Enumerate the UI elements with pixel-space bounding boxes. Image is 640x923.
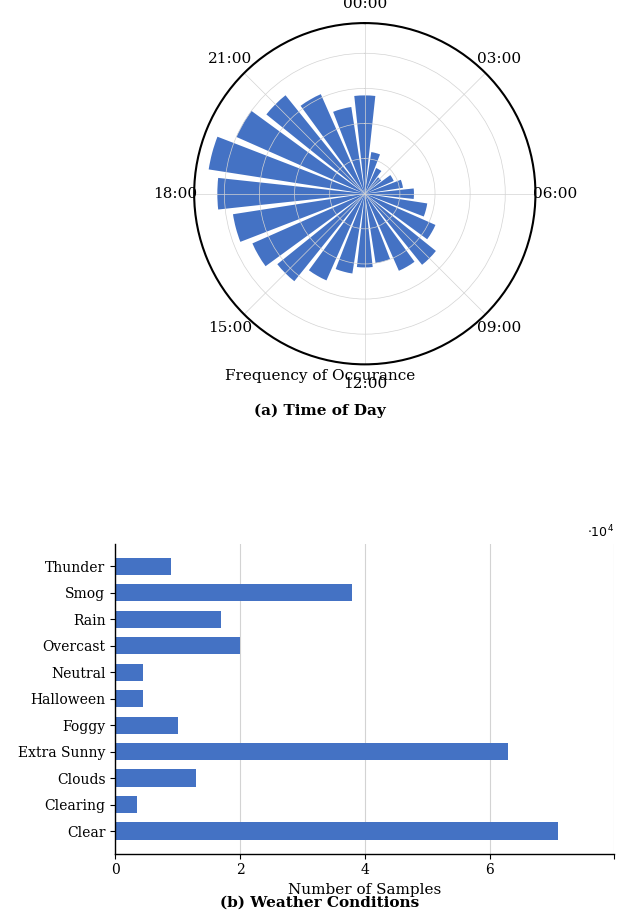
Bar	[365, 194, 415, 270]
Bar	[365, 194, 436, 265]
Bar	[115, 637, 240, 654]
Bar	[115, 690, 143, 707]
Bar	[236, 111, 365, 194]
Bar	[333, 107, 365, 194]
Bar	[355, 95, 375, 194]
Bar	[115, 557, 172, 575]
Bar	[365, 194, 435, 239]
Bar	[115, 822, 558, 840]
Bar	[335, 194, 365, 273]
Text: $\cdot10^4$: $\cdot10^4$	[588, 524, 614, 541]
Bar	[115, 584, 352, 601]
Bar	[365, 177, 381, 194]
Text: Frequency of Occurance: Frequency of Occurance	[225, 369, 415, 383]
Bar	[301, 94, 365, 194]
Bar	[115, 743, 508, 761]
Bar	[365, 168, 381, 194]
Bar	[365, 188, 414, 199]
Bar	[365, 175, 394, 194]
X-axis label: Number of Samples: Number of Samples	[288, 883, 442, 897]
Bar	[115, 796, 137, 813]
Text: (b) Weather Conditions: (b) Weather Conditions	[220, 895, 420, 909]
Bar	[309, 194, 365, 281]
Bar	[252, 194, 365, 266]
Bar	[233, 194, 365, 242]
Bar	[115, 611, 221, 628]
Bar	[357, 194, 372, 268]
Text: (a) Time of Day: (a) Time of Day	[254, 403, 386, 417]
Bar	[115, 664, 143, 681]
Bar	[218, 178, 365, 210]
Bar	[277, 194, 365, 282]
Bar	[115, 770, 196, 786]
Bar	[365, 194, 428, 217]
Bar	[115, 716, 178, 734]
Bar	[365, 180, 403, 194]
Bar	[365, 152, 380, 194]
Bar	[365, 194, 390, 263]
Bar	[209, 137, 365, 194]
Bar	[266, 95, 365, 194]
